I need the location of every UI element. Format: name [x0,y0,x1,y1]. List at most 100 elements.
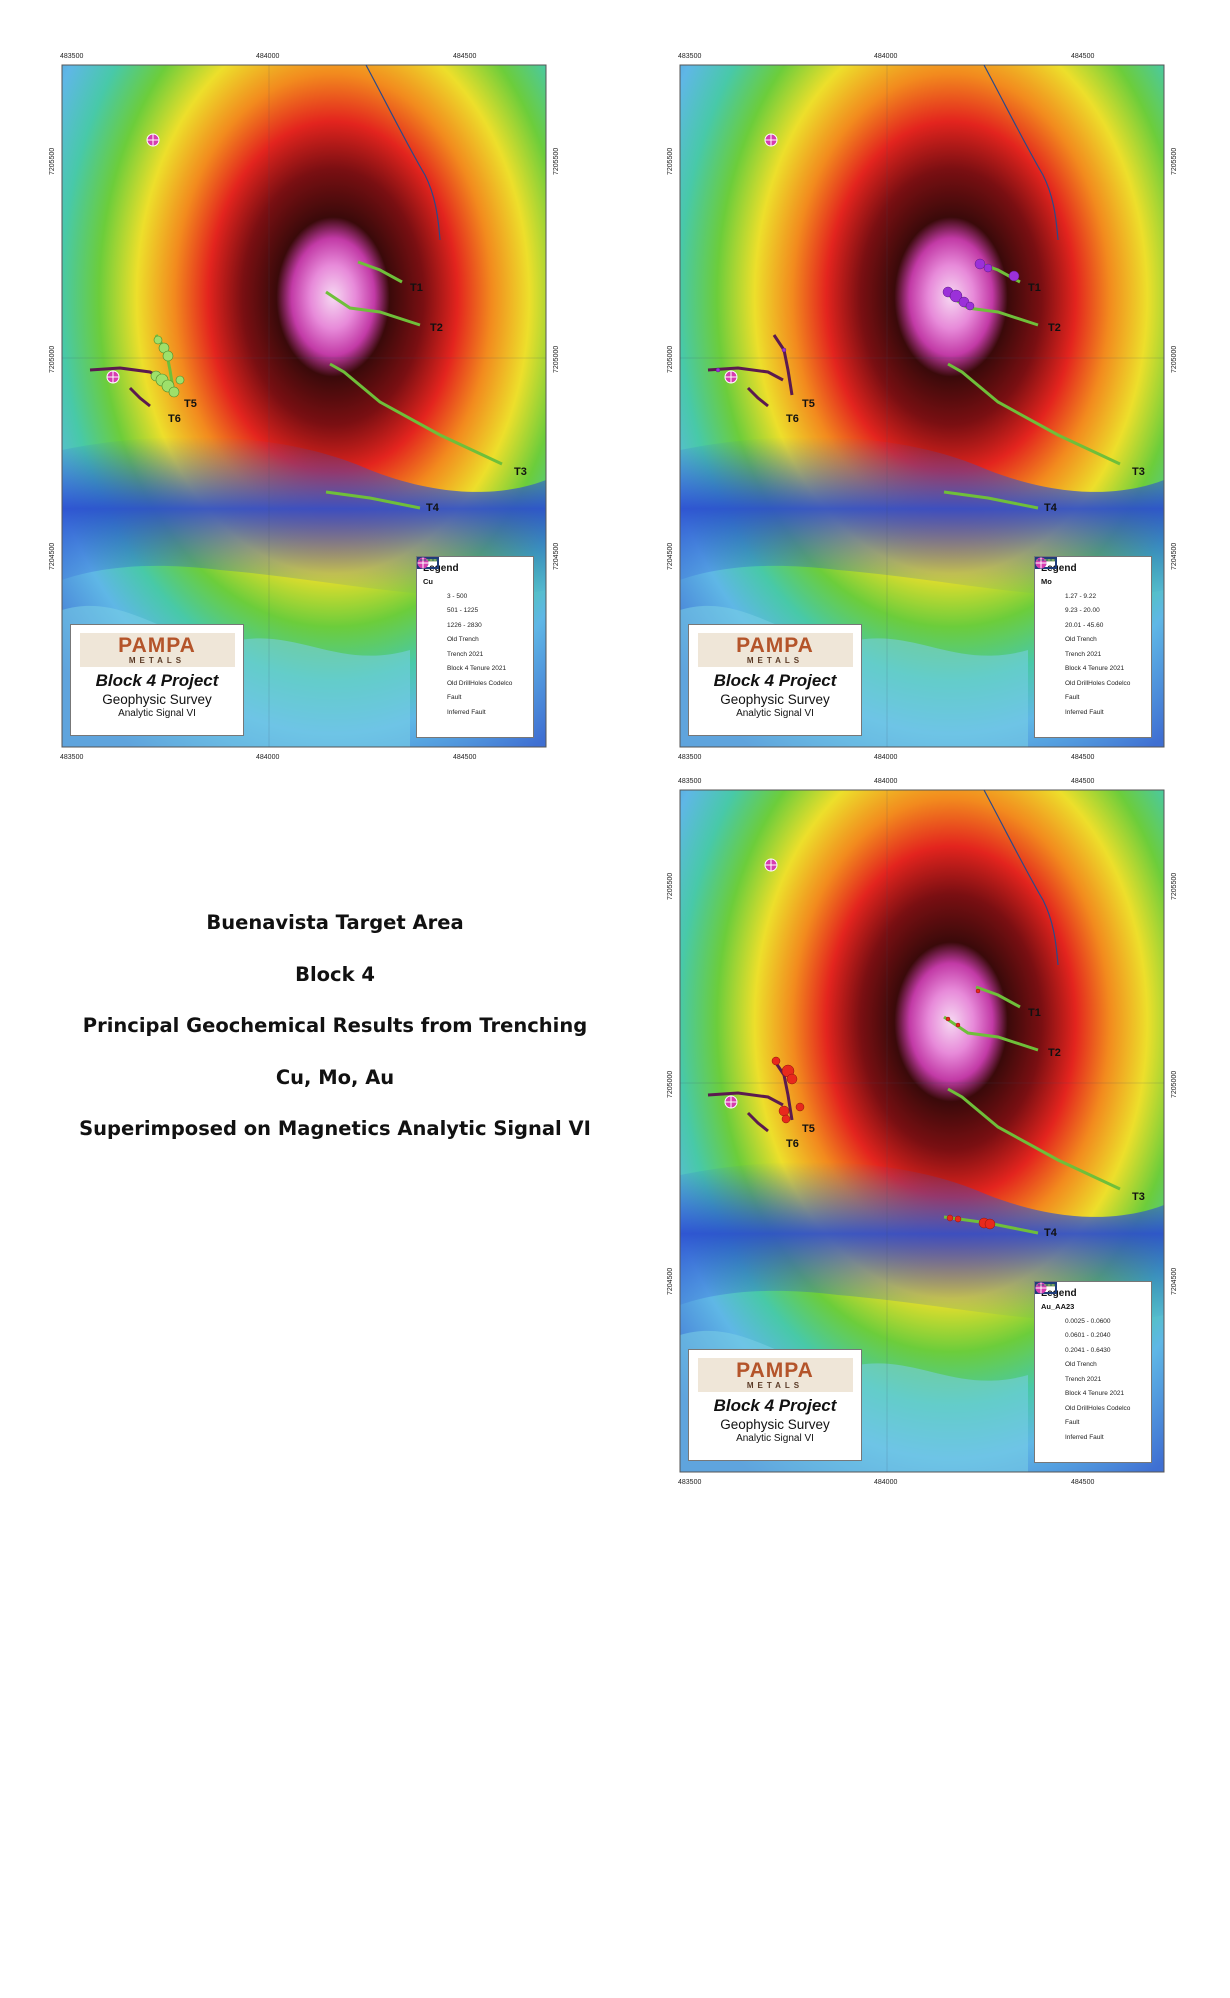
pampa-logo: PAMPA METALS [79,633,235,667]
logo-brand: PAMPA [736,1359,814,1382]
fault-line [983,64,1059,241]
logo-caption: Analytic Signal VI [736,708,814,719]
old-trench-t6 [707,366,784,382]
x-tick: 483500 [678,754,701,761]
map-border [61,64,547,748]
trench-t2 [325,290,421,327]
x-tick: 484500 [453,754,476,761]
fault-line [365,64,441,241]
drillhole-icon [764,133,778,147]
x-tick: 484000 [874,1479,897,1486]
trench-label: T1 [410,282,423,294]
legend-inferred-fault: Inferred Fault [1036,1284,1104,1441]
y-tick: 7205500 [1171,148,1178,175]
caption-title: Buenavista Target Area [206,911,464,934]
legend-field: Au_AA23 [1041,1302,1075,1311]
y-tick: 7205500 [1171,873,1178,900]
trench-label: T5 [802,1123,815,1135]
caption-overlay: Superimposed on Magnetics Analytic Signa… [79,1117,591,1140]
logo-title: Block 4 Project [713,671,837,690]
trench-t3 [947,362,1121,466]
fault-line [983,789,1059,966]
trench-label: T5 [184,398,197,410]
old-trench-t5 [772,334,794,396]
y-tick: 7204500 [667,1268,674,1295]
trench-label: T2 [1048,1047,1061,1059]
y-tick: 7204500 [1171,1268,1178,1295]
trench-label: T2 [430,322,443,334]
drillhole-icon [764,858,778,872]
legend: Legend Au_AA23 0.0025 - 0.0600 0.0601 - … [1034,1281,1152,1463]
y-tick: 7205000 [1171,346,1178,373]
trench-label: T4 [1044,502,1058,514]
legend: Legend Mo 1.27 - 9.22 9.23 - 20.00 20.01… [1034,556,1152,738]
y-tick: 7205500 [667,148,674,175]
logo-sub: METALS [746,1381,804,1390]
caption-block-name: Block 4 [295,962,375,986]
y-tick: 7204500 [49,543,56,570]
pampa-logo: PAMPA METALS [697,633,853,667]
logo-subtitle: Geophysic Survey [102,692,212,707]
x-tick: 483500 [60,754,83,761]
logo-box: PAMPA METALS Block 4 Project Geophysic S… [688,624,862,736]
old-trench-t5 [772,1059,794,1121]
trench-label: T3 [514,466,527,478]
y-tick: 7205000 [667,346,674,373]
legend-title: Legend [423,563,459,574]
trench-label: T3 [1132,1191,1145,1203]
x-tick: 484500 [1071,53,1094,60]
y-tick: 7205500 [553,148,560,175]
y-tick: 7205000 [1171,1071,1178,1098]
legend-field: Cu [423,577,433,586]
trench-label: T4 [426,502,440,514]
x-tick: 483500 [60,53,83,60]
trench-label: T6 [786,413,799,425]
y-tick: 7204500 [553,543,560,570]
legend-field: Mo [1041,577,1052,586]
trench-label: T6 [168,413,181,425]
x-tick: 484500 [1071,754,1094,761]
trench-label: T4 [1044,1227,1058,1239]
drillhole-icon [724,370,738,384]
trench-label: T1 [1028,282,1041,294]
y-tick: 7205500 [49,148,56,175]
logo-sub: METALS [128,656,186,665]
y-tick: 7205500 [667,873,674,900]
x-tick: 484500 [1071,778,1094,785]
x-tick: 484000 [874,754,897,761]
x-tick: 484000 [874,53,897,60]
logo-sub: METALS [746,656,804,665]
y-tick: 7204500 [1171,543,1178,570]
x-tick: 483500 [678,778,701,785]
caption-elements: Cu, Mo, Au [275,1065,395,1089]
trench-label: T6 [786,1138,799,1150]
sample-dots-mo [715,258,1020,373]
y-tick: 7205000 [553,346,560,373]
trench-label: T3 [1132,466,1145,478]
pampa-logo: PAMPA METALS [697,1358,853,1392]
legend-inferred-fault: Inferred Fault [1036,559,1104,716]
logo-caption: Analytic Signal VI [118,708,196,719]
trench-t3 [947,1087,1121,1191]
x-tick: 484000 [256,754,279,761]
logo-box: PAMPA METALS Block 4 Project Geophysic S… [70,624,244,736]
legend-title: Legend [1041,1288,1077,1299]
legend: Legend Cu 3 - 500 501 - 1225 1226 - 2830… [416,556,534,738]
y-tick: 7205000 [49,346,56,373]
map-panel-mo: T1 T2 T3 T4 T5 T6 483500 484000 484500 4… [658,50,1178,766]
old-trench-t6b [746,1111,769,1133]
logo-subtitle: Geophysic Survey [720,692,830,707]
trench-label: T1 [1028,1007,1041,1019]
map-panel-au: T1 T2 T3 T4 T5 T6 483500 484000 484500 4… [658,775,1178,1491]
legend-inferred-fault: Inferred Fault [418,559,486,716]
trench-label: T5 [802,398,815,410]
trench-t4 [943,490,1039,510]
x-tick: 483500 [678,53,701,60]
logo-title: Block 4 Project [95,671,219,690]
trench-t4 [325,490,421,510]
map-border [679,789,1165,1473]
logo-brand: PAMPA [118,634,196,657]
old-trench-t6 [707,1091,784,1107]
trench-t1 [357,260,403,284]
logo-box: PAMPA METALS Block 4 Project Geophysic S… [688,1349,862,1461]
